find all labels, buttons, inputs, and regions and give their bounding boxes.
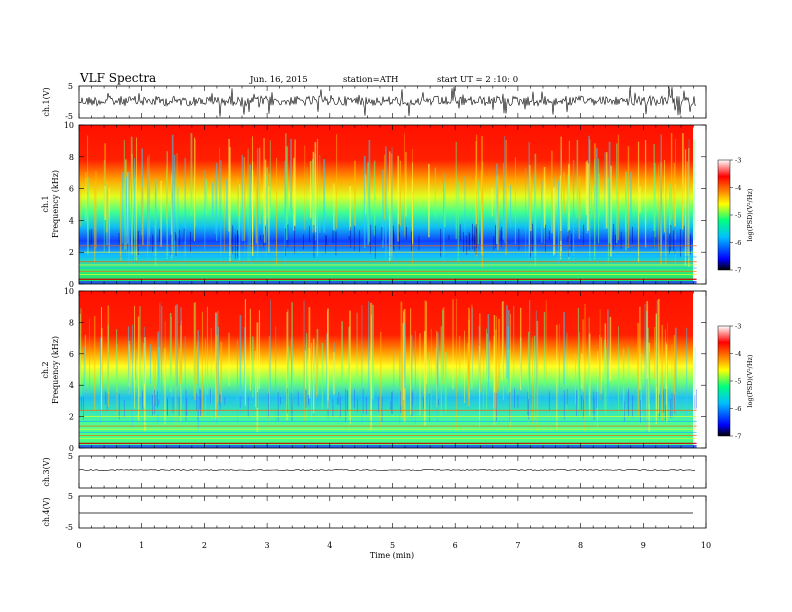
ch1-spectrogram-yticks: 0 2 4 6 8 10 [64,121,706,289]
colorbar-tick-label: -5 [735,378,741,386]
time-axis-tick-label: 6 [453,541,458,550]
colorbar-tick-label: -4 [735,350,741,358]
time-axis-tick-labels: 0 1 2 3 4 5 6 7 8 9 10 [76,541,711,550]
ch4-waveform-panel: 5 -5 ch.4(V) [42,492,707,532]
ch2-colorbar: -3 -4 -5 -6 -7 log(PSD)(V²/Hz) [717,323,754,441]
low-frequency-strip [79,281,697,284]
ch1-spectrogram-streaks [79,133,697,284]
freq-tick-label: 4 [69,381,74,390]
ch2-colorbar-label: log(PSD)(V²/Hz) [746,354,754,407]
colorbar-tick-label: -5 [735,212,741,220]
time-axis-tick-label: 9 [641,541,646,550]
ch3-ytick-top: 5 [68,452,73,461]
freq-tick-label: 2 [69,413,74,422]
colorbar-tick-label: -7 [735,267,741,275]
ch1-waveform-ticks [78,86,707,118]
ch1-spectrogram-channel-label: ch.1 [41,195,50,212]
ch2-spectrogram-xticks [78,291,707,448]
ch4-waveform-ticks [78,496,707,528]
ch1-waveform-ylabel: ch.1(V) [42,87,51,116]
freq-tick-label: 8 [69,318,74,327]
colorbar-tick-label: -6 [735,405,741,413]
ch2-colorbar-scale [717,325,731,437]
freq-tick-label: 8 [69,153,74,162]
freq-tick-label: 10 [64,121,74,130]
ch2-spectrogram-panel: 0 2 4 6 8 10 ch.2 Frequency (kHz) [41,287,707,453]
figure-title: VLF Spectra [79,71,156,85]
ch3-waveform-ylabel: ch.3(V) [42,457,51,486]
ch4-ytick-top: 5 [68,492,73,501]
ch1-ytick-top: 5 [68,82,73,91]
ch4-ytick-bottom: -5 [65,523,73,532]
ch1-colorbar-scale [717,159,731,271]
ch4-waveform-ylabel: ch.4(V) [42,497,51,526]
ch3-waveform-panel: 5 ch.3(V) [42,452,707,489]
ch2-spectrogram-yticks: 0 2 4 6 8 10 [64,287,706,453]
ch1-colorbar: -3 -4 -5 -6 -7 log(PSD)(V²/Hz) [717,157,754,275]
ch2-colorbar-ticks: -3 -4 -5 -6 -7 [730,323,741,441]
colorbar-tick-label: -4 [735,184,741,192]
freq-tick-label: 6 [69,185,74,194]
ch1-waveform-panel: 5 -5 ch.1(V) [42,82,707,121]
freq-tick-label: 6 [69,350,74,359]
time-axis-tick-label: 8 [578,541,583,550]
time-axis-tick-label: 4 [327,541,332,550]
freq-tick-label: 4 [69,216,74,225]
ch1-colorbar-ticks: -3 -4 -5 -6 -7 [730,157,741,275]
ch2-spectrogram-streaks [79,298,697,448]
colorbar-tick-label: -6 [735,239,741,247]
ch2-spectrogram-ylabel: Frequency (kHz) [51,336,60,404]
ch1-ytick-bottom: -5 [65,112,73,121]
header-start-ut: start UT = 2 :10: 0 [437,75,518,85]
time-axis-tick-label: 7 [515,541,520,550]
header-station: station=ATH [343,75,398,85]
ch3-waveform-trace [78,469,696,471]
freq-tick-label: 10 [64,287,74,296]
ch1-spectrogram-xticks [78,125,707,284]
ch1-spectrogram-ylabel: Frequency (kHz) [51,170,60,238]
colorbar-tick-label: -3 [735,323,741,331]
ch1-colorbar-label: log(PSD)(V²/Hz) [746,188,754,241]
ch3-waveform-ticks [78,456,707,488]
time-axis-tick-label: 2 [202,541,207,550]
header-date: Jun. 16, 2015 [249,75,308,85]
low-frequency-strip [79,445,697,448]
ch1-spectrogram-panel: 0 2 4 6 8 10 ch.1 Frequency (kHz) [41,121,707,289]
colorbar-tick-label: -3 [735,157,741,165]
time-axis-tick-label: 3 [265,541,270,550]
freq-tick-label: 0 [69,280,74,289]
freq-tick-label: 0 [69,444,74,453]
time-axis-tick-label: 10 [701,541,711,550]
ch2-spectrogram-channel-label: ch.2 [41,361,50,378]
ch1-waveform-trace [78,86,697,117]
colorbar-tick-label: -7 [735,433,741,441]
freq-tick-label: 2 [69,248,74,257]
time-axis-tick-label: 1 [139,541,144,550]
time-axis-label: Time (min) [370,551,414,560]
time-axis-tick-label: 0 [76,541,81,550]
time-axis-tick-label: 5 [390,541,395,550]
